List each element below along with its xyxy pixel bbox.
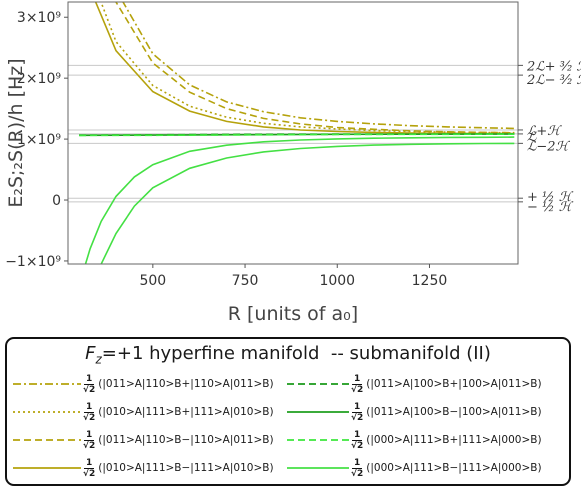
legend-item: 1 √2 (|011>A|110>B−|110>A|011>B) <box>13 425 274 455</box>
asymptote-labels: 2ℒ+ ³⁄₂ ℋ2ℒ− ³⁄₂ ℋ ℒ+ℋℒℒ−2ℋ + ½ ℋ− ½ ℋ <box>518 59 581 215</box>
legend-item: 1 √2 (|000>A|111>B−|111>A|000>B) <box>287 453 542 483</box>
legend-swatch <box>13 411 81 413</box>
legend-item-label: (|010>A|111>B+|111>A|010>B) <box>98 406 274 418</box>
y-tick-label: 1×10⁹ <box>17 132 61 148</box>
legend-title-f: F <box>85 343 96 364</box>
legend-swatch <box>13 383 81 385</box>
legend-fraction: 1 √2 <box>83 401 96 423</box>
y-tick-label: −1×10⁹ <box>5 254 61 270</box>
legend-item-label: (|000>A|111>B+|111>A|000>B) <box>366 434 542 446</box>
series-layer <box>79 2 515 264</box>
series-line-8 <box>84 136 515 264</box>
legend-fraction: 1 √2 <box>83 457 96 479</box>
legend-title: Fz=+1 hyperfine manifold -- submanifold … <box>7 343 569 367</box>
x-tick-label: 750 <box>232 273 259 289</box>
x-tick-label: 1250 <box>412 273 448 289</box>
legend-fraction: 1 √2 <box>83 429 96 451</box>
legend-swatch <box>287 411 349 413</box>
y-tick-label: 3×10⁹ <box>17 10 61 26</box>
legend-fraction: 1 √2 <box>351 401 364 423</box>
legend-title-dash: -- submanifold (II) <box>330 343 491 364</box>
series-line-7 <box>79 133 515 137</box>
legend-swatch <box>13 467 81 469</box>
asymptote-label: + ½ ℋ <box>527 190 574 205</box>
y-axis-ticks: −1×10⁹ 0 1×10⁹ 2×10⁹ 3×10⁹ <box>5 10 68 270</box>
legend-title-sub: z <box>95 352 102 367</box>
y-tick-label: 0 <box>52 193 61 209</box>
legend-fraction: 1 √2 <box>351 373 364 395</box>
asymptote-label: ℒ+ℋ <box>527 124 562 139</box>
legend-item: 1 √2 (|010>A|111>B−|111>A|010>B) <box>13 453 274 483</box>
x-tick-label: 1000 <box>319 273 355 289</box>
plot-frame <box>67 1 519 265</box>
legend-title-rest: =+1 hyperfine manifold <box>101 343 320 364</box>
x-axis-ticks: 500 750 1000 1250 <box>139 264 447 289</box>
asymptote-label: − ½ ℋ <box>527 200 574 215</box>
legend-swatch <box>287 439 349 441</box>
legend-item-label: (|000>A|111>B−|111>A|000>B) <box>366 462 542 474</box>
legend-swatch <box>287 467 349 469</box>
legend-item: 1 √2 (|010>A|111>B+|111>A|010>B) <box>13 397 274 427</box>
series-line-3 <box>115 2 515 134</box>
asymptote-label: 2ℒ+ ³⁄₂ ℋ <box>526 59 581 74</box>
legend-item-label: (|011>A|100>B−|100>A|011>B) <box>366 406 542 418</box>
y-axis-title: E₂S;₂S(R)/h [Hz] <box>5 58 27 207</box>
legend: Fz=+1 hyperfine manifold -- submanifold … <box>5 337 571 486</box>
legend-item: 1 √2 (|011>A|100>B−|100>A|011>B) <box>287 397 542 427</box>
asymptote-label: 2ℒ− ³⁄₂ ℋ <box>526 73 581 88</box>
series-line-9 <box>100 142 515 264</box>
series-line-4 <box>94 2 515 135</box>
asymptote-label: ℒ−2ℋ <box>527 139 571 154</box>
asymptote-label: ℒ <box>527 130 537 145</box>
legend-item: 1 √2 (|000>A|111>B+|111>A|000>B) <box>287 425 542 455</box>
legend-fraction: 1 √2 <box>351 457 364 479</box>
legend-swatch <box>287 383 349 385</box>
legend-item-label: (|011>A|100>B+|100>A|011>B) <box>366 378 542 390</box>
legend-fraction: 1 √2 <box>351 429 364 451</box>
legend-item-label: (|011>A|110>B+|110>A|011>B) <box>98 378 274 390</box>
legend-swatch <box>13 439 81 441</box>
legend-item: 1 √2 (|011>A|100>B+|100>A|011>B) <box>287 369 542 399</box>
chart: 500 750 1000 1250 −1×10⁹ 0 1×10⁹ 2×10⁹ 3×10⁹ 2ℒ… <box>5 1 581 325</box>
series-line-2 <box>100 2 515 134</box>
y-tick-label: 2×10⁹ <box>17 71 61 87</box>
legend-item-label: (|010>A|111>B−|111>A|010>B) <box>98 462 274 474</box>
x-axis-title: R [units of a₀] <box>228 303 358 325</box>
legend-fraction: 1 √2 <box>83 373 96 395</box>
x-tick-label: 500 <box>139 273 166 289</box>
legend-item: 1 √2 (|011>A|110>B+|110>A|011>B) <box>13 369 274 399</box>
legend-item-label: (|011>A|110>B−|110>A|011>B) <box>98 434 274 446</box>
series-line-1 <box>122 2 515 130</box>
